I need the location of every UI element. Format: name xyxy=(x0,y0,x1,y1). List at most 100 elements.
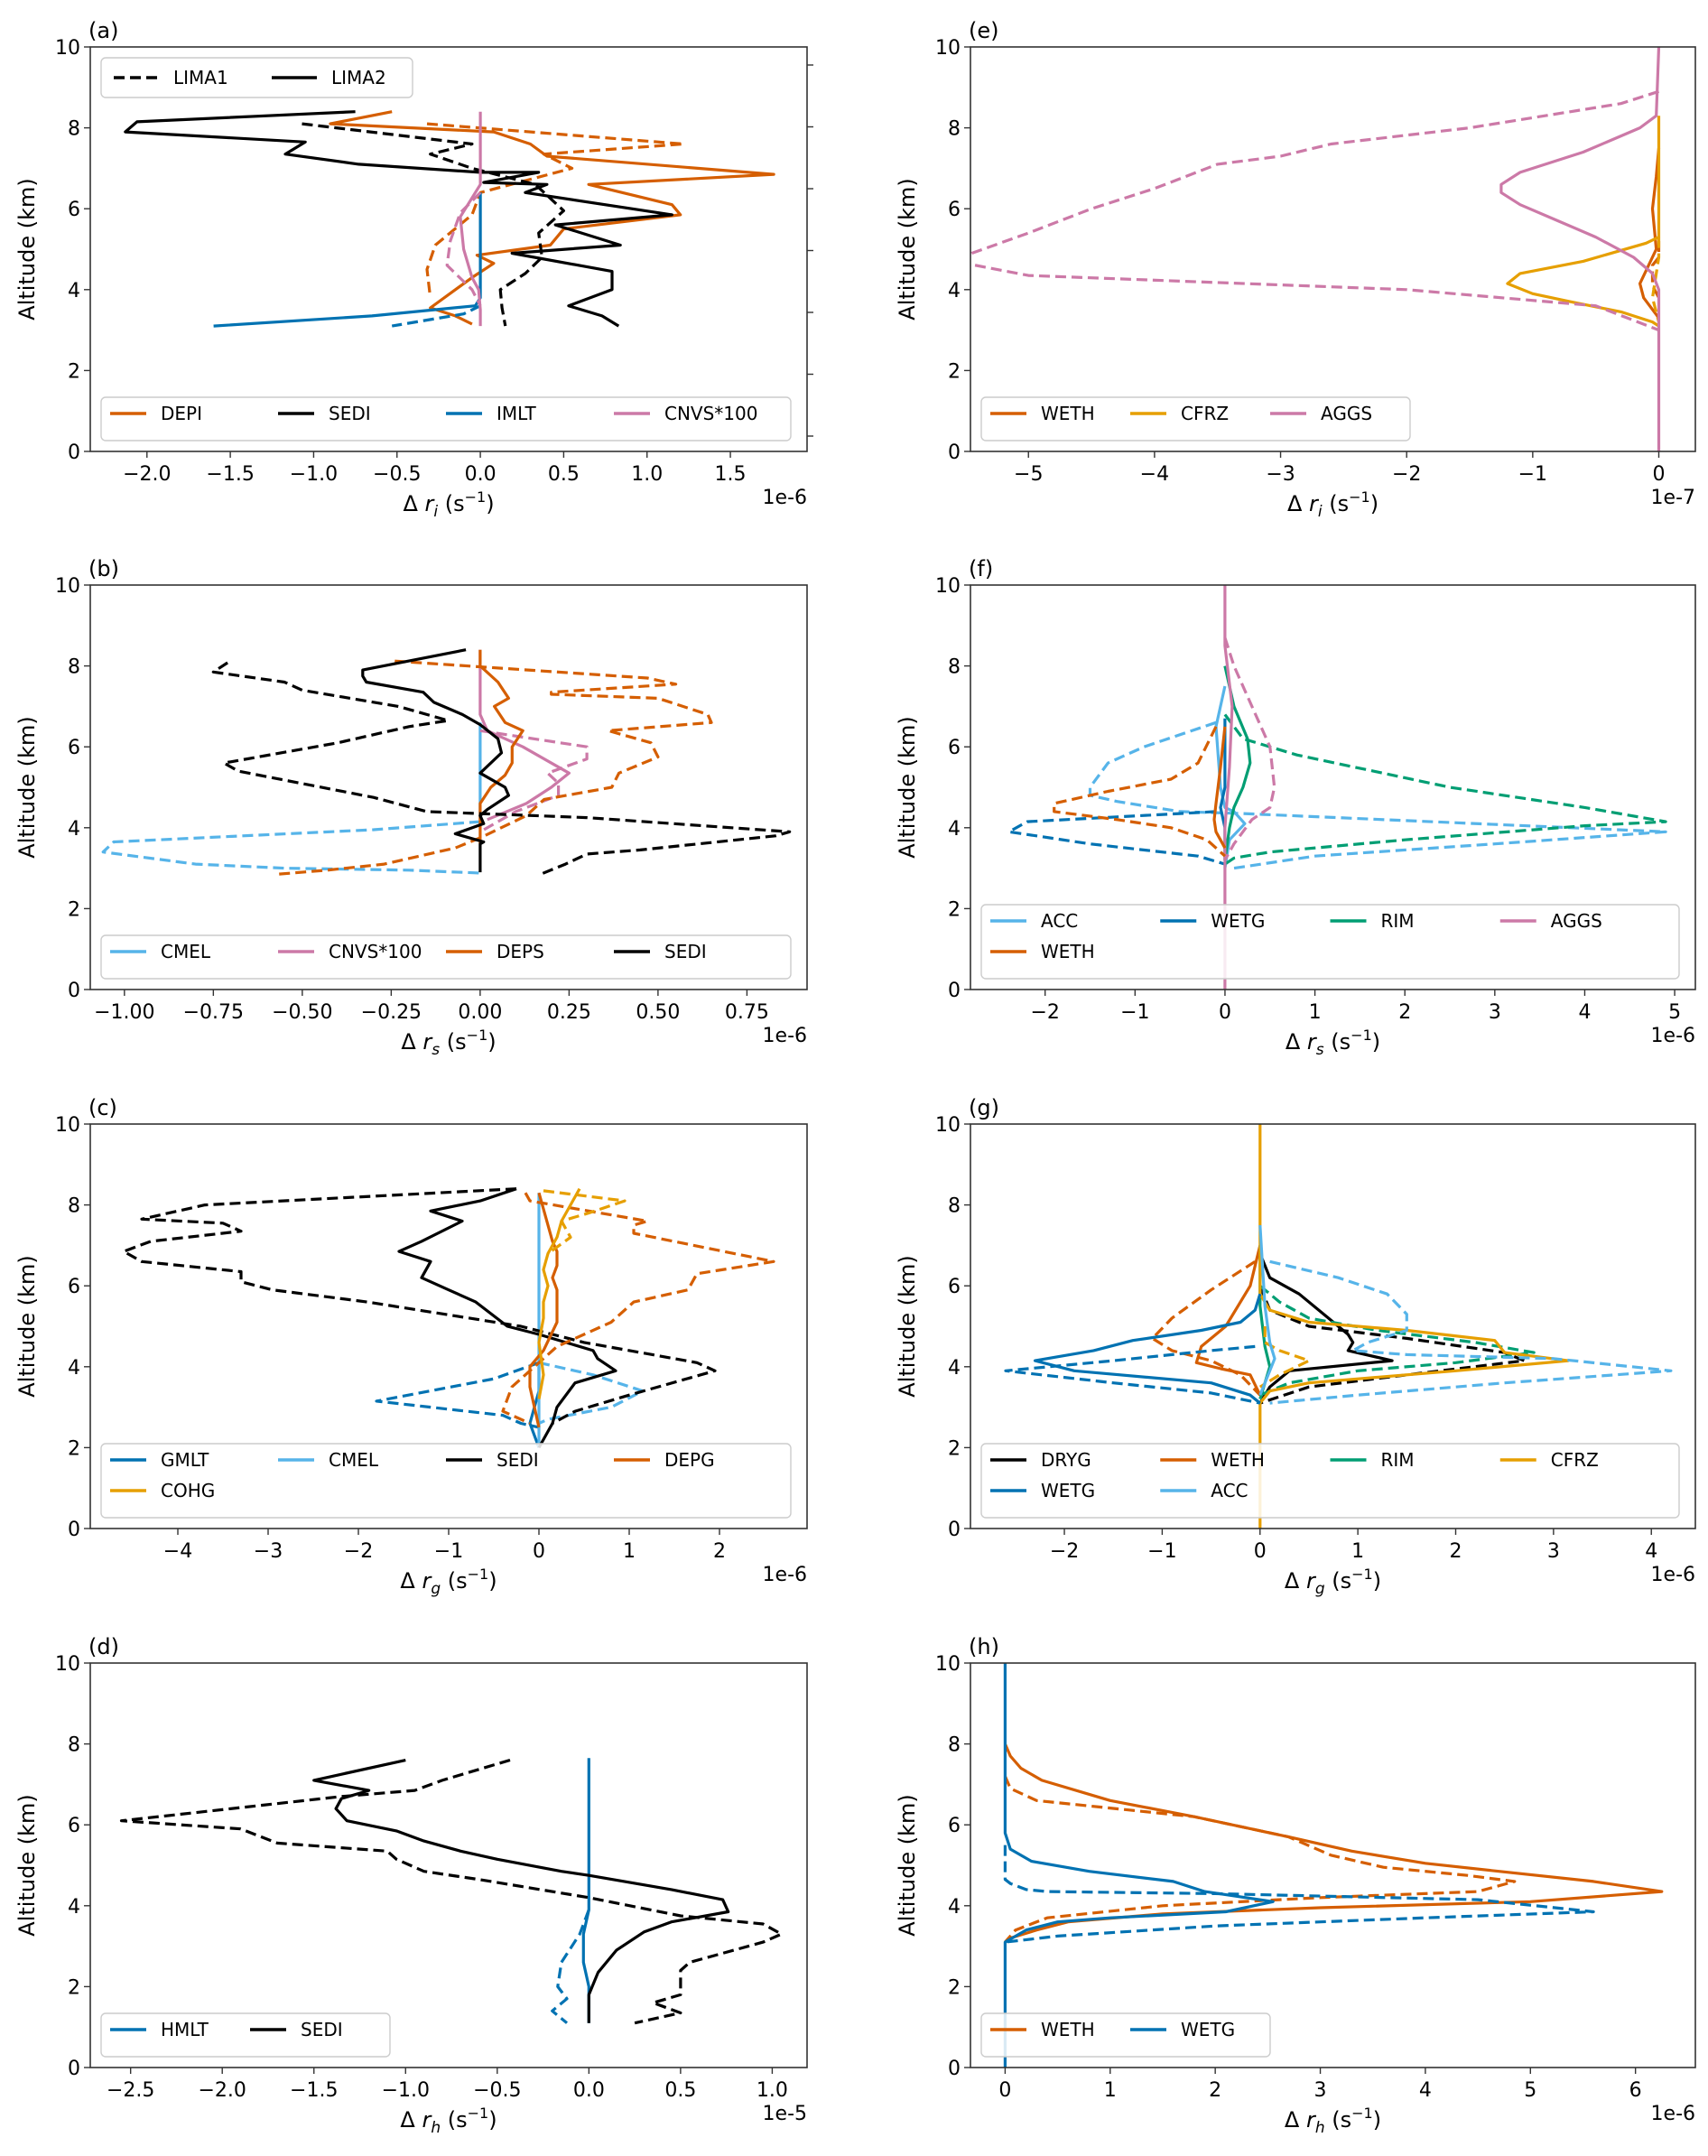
series-line-hmlt-lima1 xyxy=(551,1909,590,2024)
x-tick-label: −0.25 xyxy=(361,1001,422,1024)
legend-label: SEDI xyxy=(664,941,707,962)
x-tick-label: −5 xyxy=(1014,463,1043,486)
x-label-close: ) xyxy=(1372,1029,1380,1055)
series-line-acc-lima2 xyxy=(1258,1224,1276,1396)
x-label-sub: i xyxy=(433,503,438,521)
x-axis-label: Δ rh (s−1) xyxy=(400,2105,497,2137)
series-line-cnvs-lima1 xyxy=(479,729,589,833)
series-line-sedi-lima2 xyxy=(397,1187,617,1449)
y-tick-label: 0 xyxy=(948,980,961,1002)
series-line-cnvs-lima2 xyxy=(478,649,571,822)
x-tick-label: −2 xyxy=(1392,463,1421,486)
y-tick-label: 10 xyxy=(935,1114,961,1137)
x-label-exp: −1 xyxy=(1351,2105,1373,2122)
x-label-unit: (s xyxy=(441,1568,468,1594)
series-group xyxy=(1003,1663,1664,2068)
panel-letter: (f) xyxy=(969,556,993,581)
legend-label: WETG xyxy=(1181,2019,1235,2040)
x-label-var: r xyxy=(424,491,435,516)
series-line-depi-lima2 xyxy=(329,110,775,326)
x-tick-label: 1 xyxy=(1104,2079,1117,2102)
x-label-close: ) xyxy=(1373,2107,1381,2133)
x-tick-label: −2.0 xyxy=(198,2079,246,2102)
y-tick-label: 8 xyxy=(948,1195,961,1218)
series-group xyxy=(122,1187,775,1449)
x-tick-label: −1.0 xyxy=(290,463,338,486)
y-tick-label: 6 xyxy=(948,1276,961,1298)
series-line-cfrz-lima2 xyxy=(1258,1124,1570,1529)
x-tick-label: 0.50 xyxy=(636,1001,680,1024)
series-line-wetg-lima1 xyxy=(1007,810,1226,866)
y-axis-label: Altitude (km) xyxy=(895,1794,920,1936)
x-label-sub: g xyxy=(431,1580,441,1598)
y-axis-label: Altitude (km) xyxy=(14,1794,40,1936)
y-tick-label: 6 xyxy=(68,1276,80,1298)
x-offset-label: 1e-6 xyxy=(763,1025,807,1047)
x-tick-label: −0.5 xyxy=(373,463,421,486)
x-label-close: ) xyxy=(488,1568,497,1594)
y-tick-label: 4 xyxy=(948,280,961,302)
legend-label: CNVS*100 xyxy=(329,941,422,962)
x-offset-label: 1e-6 xyxy=(1651,1025,1695,1047)
y-tick-label: 6 xyxy=(68,199,80,221)
legend-label: ACC xyxy=(1041,910,1078,932)
x-label-unit: (s xyxy=(1325,1568,1352,1594)
x-label-unit: (s xyxy=(1324,1029,1351,1055)
series-line-cfrz-lima2 xyxy=(1506,116,1661,328)
series-line-rim-lima1 xyxy=(1258,1284,1536,1397)
series-line-sedi-lima1 xyxy=(211,661,792,876)
legend-box xyxy=(100,2012,391,2058)
legend-box xyxy=(100,1443,792,1519)
series-line-weth-lima2 xyxy=(1638,147,1661,320)
series-line-depg-lima1 xyxy=(501,1192,775,1425)
series-line-sedi-lima2 xyxy=(312,1758,730,2023)
x-axis-label: Δ rg (s−1) xyxy=(1285,1566,1381,1598)
x-label-sub: s xyxy=(432,1041,440,1059)
y-axis-label: Altitude (km) xyxy=(14,1255,40,1397)
x-tick-label: 2 xyxy=(1209,2079,1221,2102)
y-tick-label: 0 xyxy=(68,441,80,464)
series-line-wetg-lima1 xyxy=(1003,1845,1595,1944)
x-tick-label: 0.25 xyxy=(547,1001,591,1024)
series-line-wetg-lima2 xyxy=(1033,1293,1262,1405)
x-label-delta: Δ xyxy=(400,1568,422,1594)
series-line-acc-lima1 xyxy=(1088,720,1667,870)
panel-d: −2.5 −2.0 −1.5 −1.0 −0.5 0.0 0.5 1.0 0 2 4 6 8 10 (d) A… xyxy=(14,1634,808,2137)
legend-label: WETG xyxy=(1041,1480,1095,1501)
series-line-weth-lima1 xyxy=(1003,1775,1517,1944)
x-tick-label: 0 xyxy=(1653,463,1666,486)
panel-f: −2 −1 0 1 2 3 4 5 0 2 4 6 8 10 (f) Altitude (km) Δ rs (s… xyxy=(895,556,1696,1059)
panel-a: −2.0 −1.5 −1.0 −0.5 0.0 0.5 1.0 1.5 0 2 4 6 8 10 (a) Al… xyxy=(14,18,813,521)
y-tick-label: 6 xyxy=(948,737,961,759)
x-tick-label: 0 xyxy=(1219,1001,1231,1024)
legend-label: WETH xyxy=(1041,403,1095,424)
series-line-weth-lima2 xyxy=(1212,726,1227,849)
y-tick-label: 4 xyxy=(68,1896,80,1919)
legend-label: CFRZ xyxy=(1181,403,1229,424)
x-axis-label: Δ rs (s−1) xyxy=(1286,1027,1380,1059)
x-axis-label: Δ ri (s−1) xyxy=(1287,488,1378,521)
series-line-deps-lima1 xyxy=(277,659,713,876)
x-tick-label: −1 xyxy=(1518,463,1547,486)
x-label-delta: Δ xyxy=(403,491,424,516)
series-line-sedi-lima1 xyxy=(302,122,566,327)
x-tick-label: 0 xyxy=(533,1540,545,1563)
style-legend-label: LIMA2 xyxy=(331,67,386,88)
x-tick-label: 0.75 xyxy=(725,1001,769,1024)
series-group xyxy=(124,110,775,328)
x-label-close: ) xyxy=(488,2107,497,2133)
x-tick-label: 0.5 xyxy=(548,463,580,486)
y-tick-label: 4 xyxy=(68,818,80,841)
x-label-unit: (s xyxy=(1325,2107,1352,2133)
x-label-sub: g xyxy=(1315,1580,1325,1598)
y-tick-label: 2 xyxy=(948,1437,961,1460)
panel-letter: (c) xyxy=(88,1095,117,1120)
series-line-cmel-lima1 xyxy=(101,820,481,875)
series-line-deps-lima2 xyxy=(478,649,524,844)
x-tick-label: 1 xyxy=(623,1540,636,1563)
x-tick-label: −1.0 xyxy=(382,2079,430,2102)
x-tick-label: −1 xyxy=(1120,1001,1149,1024)
legend-label: AGGS xyxy=(1321,403,1372,424)
